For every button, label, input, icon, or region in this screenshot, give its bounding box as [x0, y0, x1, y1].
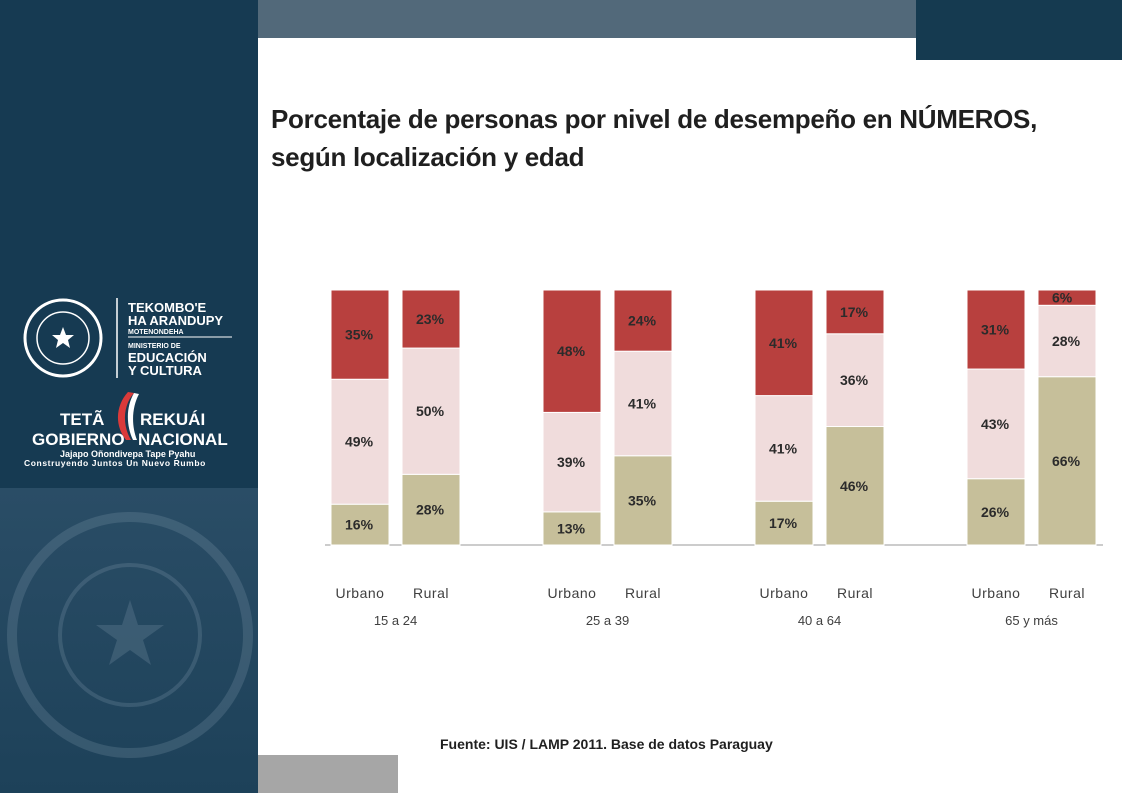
bar-segment-middle-4	[613, 350, 673, 457]
top-right-block	[916, 0, 1122, 60]
group-label-1: 15 a 24	[374, 613, 417, 628]
category-label-3: Urbano	[548, 585, 597, 601]
category-label-5: Urbano	[760, 585, 809, 601]
data-label-top-4: 24%	[628, 313, 657, 329]
bar-segment-middle-2	[401, 347, 461, 475]
data-label-middle-8: 28%	[1052, 333, 1081, 349]
watermark-star-icon	[96, 600, 164, 665]
watermark-seal	[7, 512, 253, 758]
ministry-line5: EDUCACIÓN	[128, 350, 207, 365]
data-label-middle-7: 43%	[981, 416, 1010, 432]
gov-line1a: TETÃ	[60, 409, 104, 429]
data-label-middle-6: 36%	[840, 372, 869, 388]
group-label-4: 65 y más	[1005, 613, 1058, 628]
gov-line2b: NACIONAL	[138, 430, 228, 449]
seal-icon	[23, 298, 103, 378]
data-label-top-3: 48%	[557, 343, 586, 359]
data-label-top-2: 23%	[416, 311, 445, 327]
sidebar: TEKOMBO'E HA ARANDUPY MOTENONDEHA MINIST…	[0, 0, 258, 793]
data-label-top-6: 17%	[840, 304, 869, 320]
data-label-middle-5: 41%	[769, 440, 798, 456]
page-title: Porcentaje de personas por nivel de dese…	[271, 104, 1037, 172]
bar-segment-top-7	[966, 289, 1026, 370]
bars-layer	[330, 289, 1097, 546]
source-note: Fuente: UIS / LAMP 2011. Base de datos P…	[440, 736, 773, 752]
data-label-top-1: 35%	[345, 327, 374, 343]
bar-segment-middle-1	[330, 378, 390, 505]
bar-segment-top-5	[754, 289, 814, 397]
group-label-2: 25 a 39	[586, 613, 629, 628]
bar-segment-middle-3	[542, 411, 602, 513]
ministry-line2: HA ARANDUPY	[128, 313, 223, 328]
ministry-line4: MINISTERIO DE	[128, 343, 181, 350]
ministry-line1: TEKOMBO'E	[128, 300, 207, 315]
data-label-bottom-5: 17%	[769, 515, 798, 531]
group-label-3: 40 a 64	[798, 613, 841, 628]
bar-segment-bottom-3	[542, 511, 602, 546]
bar-segment-top-6	[825, 289, 885, 335]
category-label-6: Rural	[837, 585, 873, 601]
gov-line1b: REKUÁI	[140, 410, 205, 429]
data-label-bottom-6: 46%	[840, 478, 869, 494]
bar-segment-middle-6	[825, 333, 885, 428]
data-label-bottom-4: 35%	[628, 492, 657, 508]
labels-layer: 16% 49% 35% Urbano 28% 50% 23% Rural 13% 39% 48% Ur…	[336, 290, 1085, 628]
bar-segment-top-8	[1037, 289, 1097, 306]
bottom-gray-bar	[258, 755, 398, 793]
category-label-4: Rural	[625, 585, 661, 601]
bar-segment-bottom-5	[754, 500, 814, 546]
data-label-bottom-8: 66%	[1052, 453, 1081, 469]
gov-line4: Construyendo Juntos Un Nuevo Rumbo	[24, 458, 206, 468]
data-label-bottom-2: 28%	[416, 502, 445, 518]
bar-segment-top-2	[401, 289, 461, 349]
category-label-8: Rural	[1049, 585, 1085, 601]
category-label-7: Urbano	[972, 585, 1021, 601]
seal-star-icon	[52, 327, 74, 348]
bar-segment-middle-7	[966, 368, 1026, 480]
flag-ribbon-white	[127, 393, 139, 440]
bar-segment-bottom-8	[1037, 376, 1097, 546]
category-label-2: Rural	[413, 585, 449, 601]
bar-segment-top-3	[542, 289, 602, 413]
data-label-bottom-3: 13%	[557, 520, 586, 536]
category-label-1: Urbano	[336, 585, 385, 601]
ministry-line3: MOTENONDEHA	[128, 329, 184, 336]
data-label-bottom-7: 26%	[981, 504, 1010, 520]
bar-segment-bottom-7	[966, 478, 1026, 546]
data-label-bottom-1: 16%	[345, 517, 374, 533]
bar-segment-bottom-2	[401, 473, 461, 546]
data-label-top-8: 6%	[1052, 290, 1073, 306]
sidebar-lower-panel	[0, 488, 258, 793]
data-label-middle-3: 39%	[557, 454, 586, 470]
data-label-middle-2: 50%	[416, 403, 445, 419]
bar-segment-top-1	[330, 289, 390, 380]
flag-ribbon-icon	[117, 392, 134, 440]
bar-segment-middle-5	[754, 395, 814, 502]
bar-segment-bottom-6	[825, 426, 885, 546]
ministry-line6: Y CULTURA	[128, 363, 203, 378]
data-label-middle-1: 49%	[345, 434, 374, 450]
bar-segment-top-4	[613, 289, 673, 352]
bar-segment-bottom-4	[613, 455, 673, 546]
data-label-middle-4: 41%	[628, 395, 657, 411]
gov-line3: Jajapo Oñondivepa Tape Pyahu	[60, 449, 195, 459]
bar-segment-middle-8	[1037, 304, 1097, 378]
data-label-top-5: 41%	[769, 335, 798, 351]
top-band	[258, 0, 916, 38]
sidebar-graphics: TEKOMBO'E HA ARANDUPY MOTENONDEHA MINIST…	[7, 298, 253, 758]
gov-line2a: GOBIERNO	[32, 430, 125, 449]
data-label-top-7: 31%	[981, 322, 1010, 338]
